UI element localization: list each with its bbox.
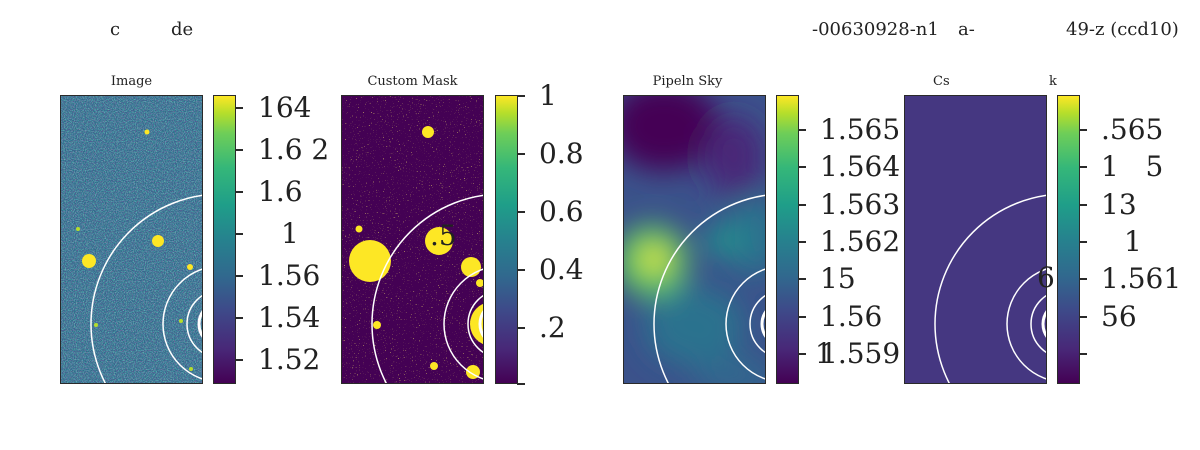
- c-sky-colorbar-tick-label: 1 5: [1101, 150, 1164, 183]
- image-colorbar-tick-label: 1: [281, 217, 299, 250]
- image-heatmap: [61, 96, 202, 383]
- panel-title-c-sky: Cs: [933, 74, 950, 89]
- custom-mask-colorbar-tick-label: 0.6: [539, 195, 584, 228]
- panel-title-image: Image: [110, 74, 153, 89]
- suptitle-fragment-e: 49-z (ccd10): [1066, 19, 1179, 40]
- pipeline-sky-colorbar-tick-label: 1.562: [820, 225, 901, 258]
- image-colorbar-tick-label: 1.54: [258, 301, 321, 334]
- pipeline-sky-panel: [623, 95, 766, 384]
- panel-title-custom-mask: Custom Mask: [367, 74, 458, 89]
- c-sky-colorbar-tick-label: 13: [1101, 188, 1137, 221]
- c-sky-colorbar-tick-label: .565: [1101, 113, 1164, 146]
- pipeline-sky-colorbar-tick-label: 1.565: [820, 113, 901, 146]
- custom-mask-colorbar-tick-label: 1: [539, 79, 557, 112]
- mask-blob-1: [349, 240, 391, 282]
- custom-mask-rings: [371, 194, 483, 383]
- c-sky-colorbar-tick-label: 56: [1101, 300, 1137, 333]
- c-sky-rings: [934, 194, 1046, 383]
- suptitle-fragment-b: de: [171, 19, 194, 40]
- c-sky-colorbar-tick-label: 1.561: [1101, 262, 1182, 295]
- pipeline-sky-colorbar-tick-label: 1.56: [820, 300, 883, 333]
- image-source-1: [82, 254, 96, 268]
- custom-mask-colorbar: [495, 95, 518, 384]
- custom-mask-colorbar-tick-label: 0.8: [539, 137, 584, 170]
- image-panel: [60, 95, 203, 384]
- c-sky-colorbar: [1057, 95, 1080, 384]
- pipeline-sky-colorbar-tick-label: 1.563: [820, 188, 901, 221]
- image-source-2: [152, 235, 164, 247]
- image-colorbar-tick-label: 1.6 2: [258, 133, 330, 166]
- image-rings: [90, 194, 202, 383]
- panel-title-pipeline-sky: Pipeln Sky: [652, 74, 723, 89]
- panel-title-c-sky-suffix: k: [1049, 74, 1057, 89]
- suptitle-fragment-c: -00630928-n1: [812, 19, 939, 40]
- mask-blob-2: [425, 227, 453, 255]
- suptitle-fragment-d: a-: [958, 19, 975, 40]
- c-sky-heatmap: [934, 194, 1046, 383]
- c-sky-colorbar-tick-label: 1: [1124, 225, 1142, 258]
- custom-mask-colorbar-tick-label: 0.4: [539, 253, 584, 286]
- custom-mask-colorbar-tick-label: .2: [539, 311, 566, 344]
- pipeline-sky-overlay-text: 1: [815, 337, 833, 370]
- image-colorbar-tick-label: 1.56: [258, 259, 321, 292]
- pipeline-sky-rings: [653, 194, 765, 383]
- custom-mask-panel: [341, 95, 484, 384]
- custom-mask-heatmap: [342, 96, 483, 383]
- c-sky-overlay-text: 6: [1037, 261, 1055, 294]
- image-colorbar: [213, 95, 236, 384]
- pipeline-sky-colorbar: [776, 95, 799, 384]
- suptitle-fragment-a: c: [110, 19, 121, 40]
- image-colorbar-tick-label: 1.6: [258, 175, 303, 208]
- pipeline-sky-colorbar-tick-label: 1.564: [820, 150, 901, 183]
- custom-mask-overlay-text: .5: [430, 219, 457, 252]
- c-sky-panel: [904, 95, 1047, 384]
- pipeline-sky-colorbar-tick-label: 1.559: [820, 337, 901, 370]
- image-colorbar-tick-label: 1.52: [258, 343, 321, 376]
- image-colorbar-tick-label: 164: [258, 91, 312, 124]
- pipeline-sky-colorbar-tick-label: 15: [820, 262, 856, 295]
- pipeline-sky-heatmap: [624, 96, 765, 383]
